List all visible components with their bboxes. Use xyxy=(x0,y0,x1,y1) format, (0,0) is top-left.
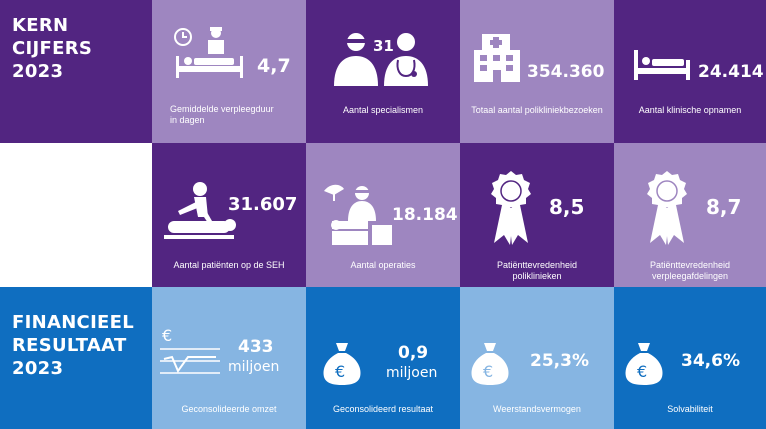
tevredenheid-poli-value: 8,5 xyxy=(549,195,585,219)
svg-text:€: € xyxy=(637,362,647,381)
resultaat-value: 0,9 xyxy=(398,343,429,363)
polikliniekbezoeken-value: 354.360 xyxy=(527,62,605,82)
seh-value: 31.607 xyxy=(228,194,298,215)
verpleegduur-value: 4,7 xyxy=(257,55,291,77)
bed-icon xyxy=(634,50,690,82)
tevredenheid-verpleeg-label: Patiënttevredenheid verpleegafdelingen xyxy=(614,260,766,282)
polikliniekbezoeken-label: Totaal aantal polikliniekbezoeken xyxy=(471,105,603,115)
specialismen-value: 31 xyxy=(373,37,394,55)
fin-solvabiliteit: € 34,6% Solvabiliteit xyxy=(614,287,766,429)
financieel-heading-line3: 2023 xyxy=(12,358,64,379)
financieel-heading: FINANCIEEL RESULTAAT 2023 xyxy=(12,311,134,380)
euro-chart-icon: € xyxy=(160,327,220,377)
solvabiliteit-label: Solvabiliteit xyxy=(667,404,713,414)
financieel-heading-line1: FINANCIEEL xyxy=(12,312,135,333)
resultaat-label: Geconsolideerd resultaat xyxy=(332,404,434,414)
award-ribbon-icon xyxy=(490,171,532,245)
svg-text:€: € xyxy=(483,362,493,381)
money-bag-icon: € xyxy=(322,343,362,385)
hospital-building-icon xyxy=(472,34,522,82)
stat-operaties: 18.184 Aantal operaties xyxy=(306,143,460,287)
tevredenheid-poli-label: Patiënttevredenheid poliklinieken xyxy=(460,260,614,282)
tevredenheid-poli-label-line2: poliklinieken xyxy=(512,271,562,281)
financieel-resultaat-panel: FINANCIEEL RESULTAAT 2023 xyxy=(0,287,152,429)
fin-omzet: € 433 miljoen Geconsolideerde omzet xyxy=(152,287,306,429)
stat-verpleegduur: 4,7 Gemiddelde verpleegduur in dagen xyxy=(152,0,306,143)
doctors-icon xyxy=(330,30,434,88)
stat-tevredenheid-poli: 8,5 Patiënttevredenheid poliklinieken xyxy=(460,143,614,287)
seh-label: Aantal patiënten op de SEH xyxy=(173,260,285,270)
stat-seh: 31.607 Aantal patiënten op de SEH xyxy=(152,143,306,287)
svg-text:€: € xyxy=(162,327,172,345)
svg-text:€: € xyxy=(335,362,345,381)
hospital-bed-clock-icon xyxy=(174,26,246,82)
stat-tevredenheid-verpleeg: 8,7 Patiënttevredenheid verpleegafdeling… xyxy=(614,143,766,287)
resultaat-unit: miljoen xyxy=(386,365,438,381)
award-ribbon-icon xyxy=(646,171,688,245)
verpleegduur-label-line2: in dagen xyxy=(170,115,205,125)
weerstandsvermogen-value: 25,3% xyxy=(530,351,589,371)
stat-specialismen: 31 Aantal specialismen xyxy=(306,0,460,143)
weerstandsvermogen-label: Weerstandsvermogen xyxy=(493,404,581,414)
kern-heading-line3: 2023 xyxy=(12,61,64,82)
emergency-care-icon xyxy=(164,181,238,243)
tevredenheid-verpleeg-label-line1: Patiënttevredenheid xyxy=(649,260,731,270)
klinische-opnamen-label: Aantal klinische opnamen xyxy=(638,105,742,115)
klinische-opnamen-value: 24.414 xyxy=(698,62,764,82)
money-bag-icon: € xyxy=(624,343,664,385)
fin-weerstandsvermogen: € 25,3% Weerstandsvermogen xyxy=(460,287,614,429)
omzet-value: 433 xyxy=(238,337,274,357)
kern-cijfers-panel: KERN CIJFERS 2023 xyxy=(0,0,152,143)
surgery-icon xyxy=(324,181,396,245)
verpleegduur-label: Gemiddelde verpleegduur in dagen xyxy=(170,104,306,126)
fin-resultaat: € 0,9 miljoen Geconsolideerd resultaat xyxy=(306,287,460,429)
blank-panel xyxy=(0,143,152,287)
tevredenheid-poli-label-line1: Patiënttevredenheid xyxy=(496,260,578,270)
operaties-value: 18.184 xyxy=(392,205,458,225)
financieel-heading-line2: RESULTAAT xyxy=(12,335,127,356)
stat-polikliniekbezoeken: 354.360 Totaal aantal polikliniekbezoeke… xyxy=(460,0,614,143)
omzet-unit: miljoen xyxy=(228,359,280,375)
kern-heading: KERN CIJFERS 2023 xyxy=(12,14,92,83)
kern-heading-line2: CIJFERS xyxy=(12,38,93,59)
operaties-label: Aantal operaties xyxy=(350,260,416,270)
stat-klinische-opnamen: 24.414 Aantal klinische opnamen xyxy=(614,0,766,143)
tevredenheid-verpleeg-label-line2: verpleegafdelingen xyxy=(651,271,729,281)
money-bag-icon: € xyxy=(470,343,510,385)
specialismen-label: Aantal specialismen xyxy=(342,105,424,115)
omzet-label: Geconsolideerde omzet xyxy=(181,404,277,414)
kern-heading-line1: KERN xyxy=(12,15,69,36)
solvabiliteit-value: 34,6% xyxy=(681,351,740,371)
verpleegduur-label-line1: Gemiddelde verpleegduur xyxy=(170,104,274,114)
tevredenheid-verpleeg-value: 8,7 xyxy=(706,195,742,219)
